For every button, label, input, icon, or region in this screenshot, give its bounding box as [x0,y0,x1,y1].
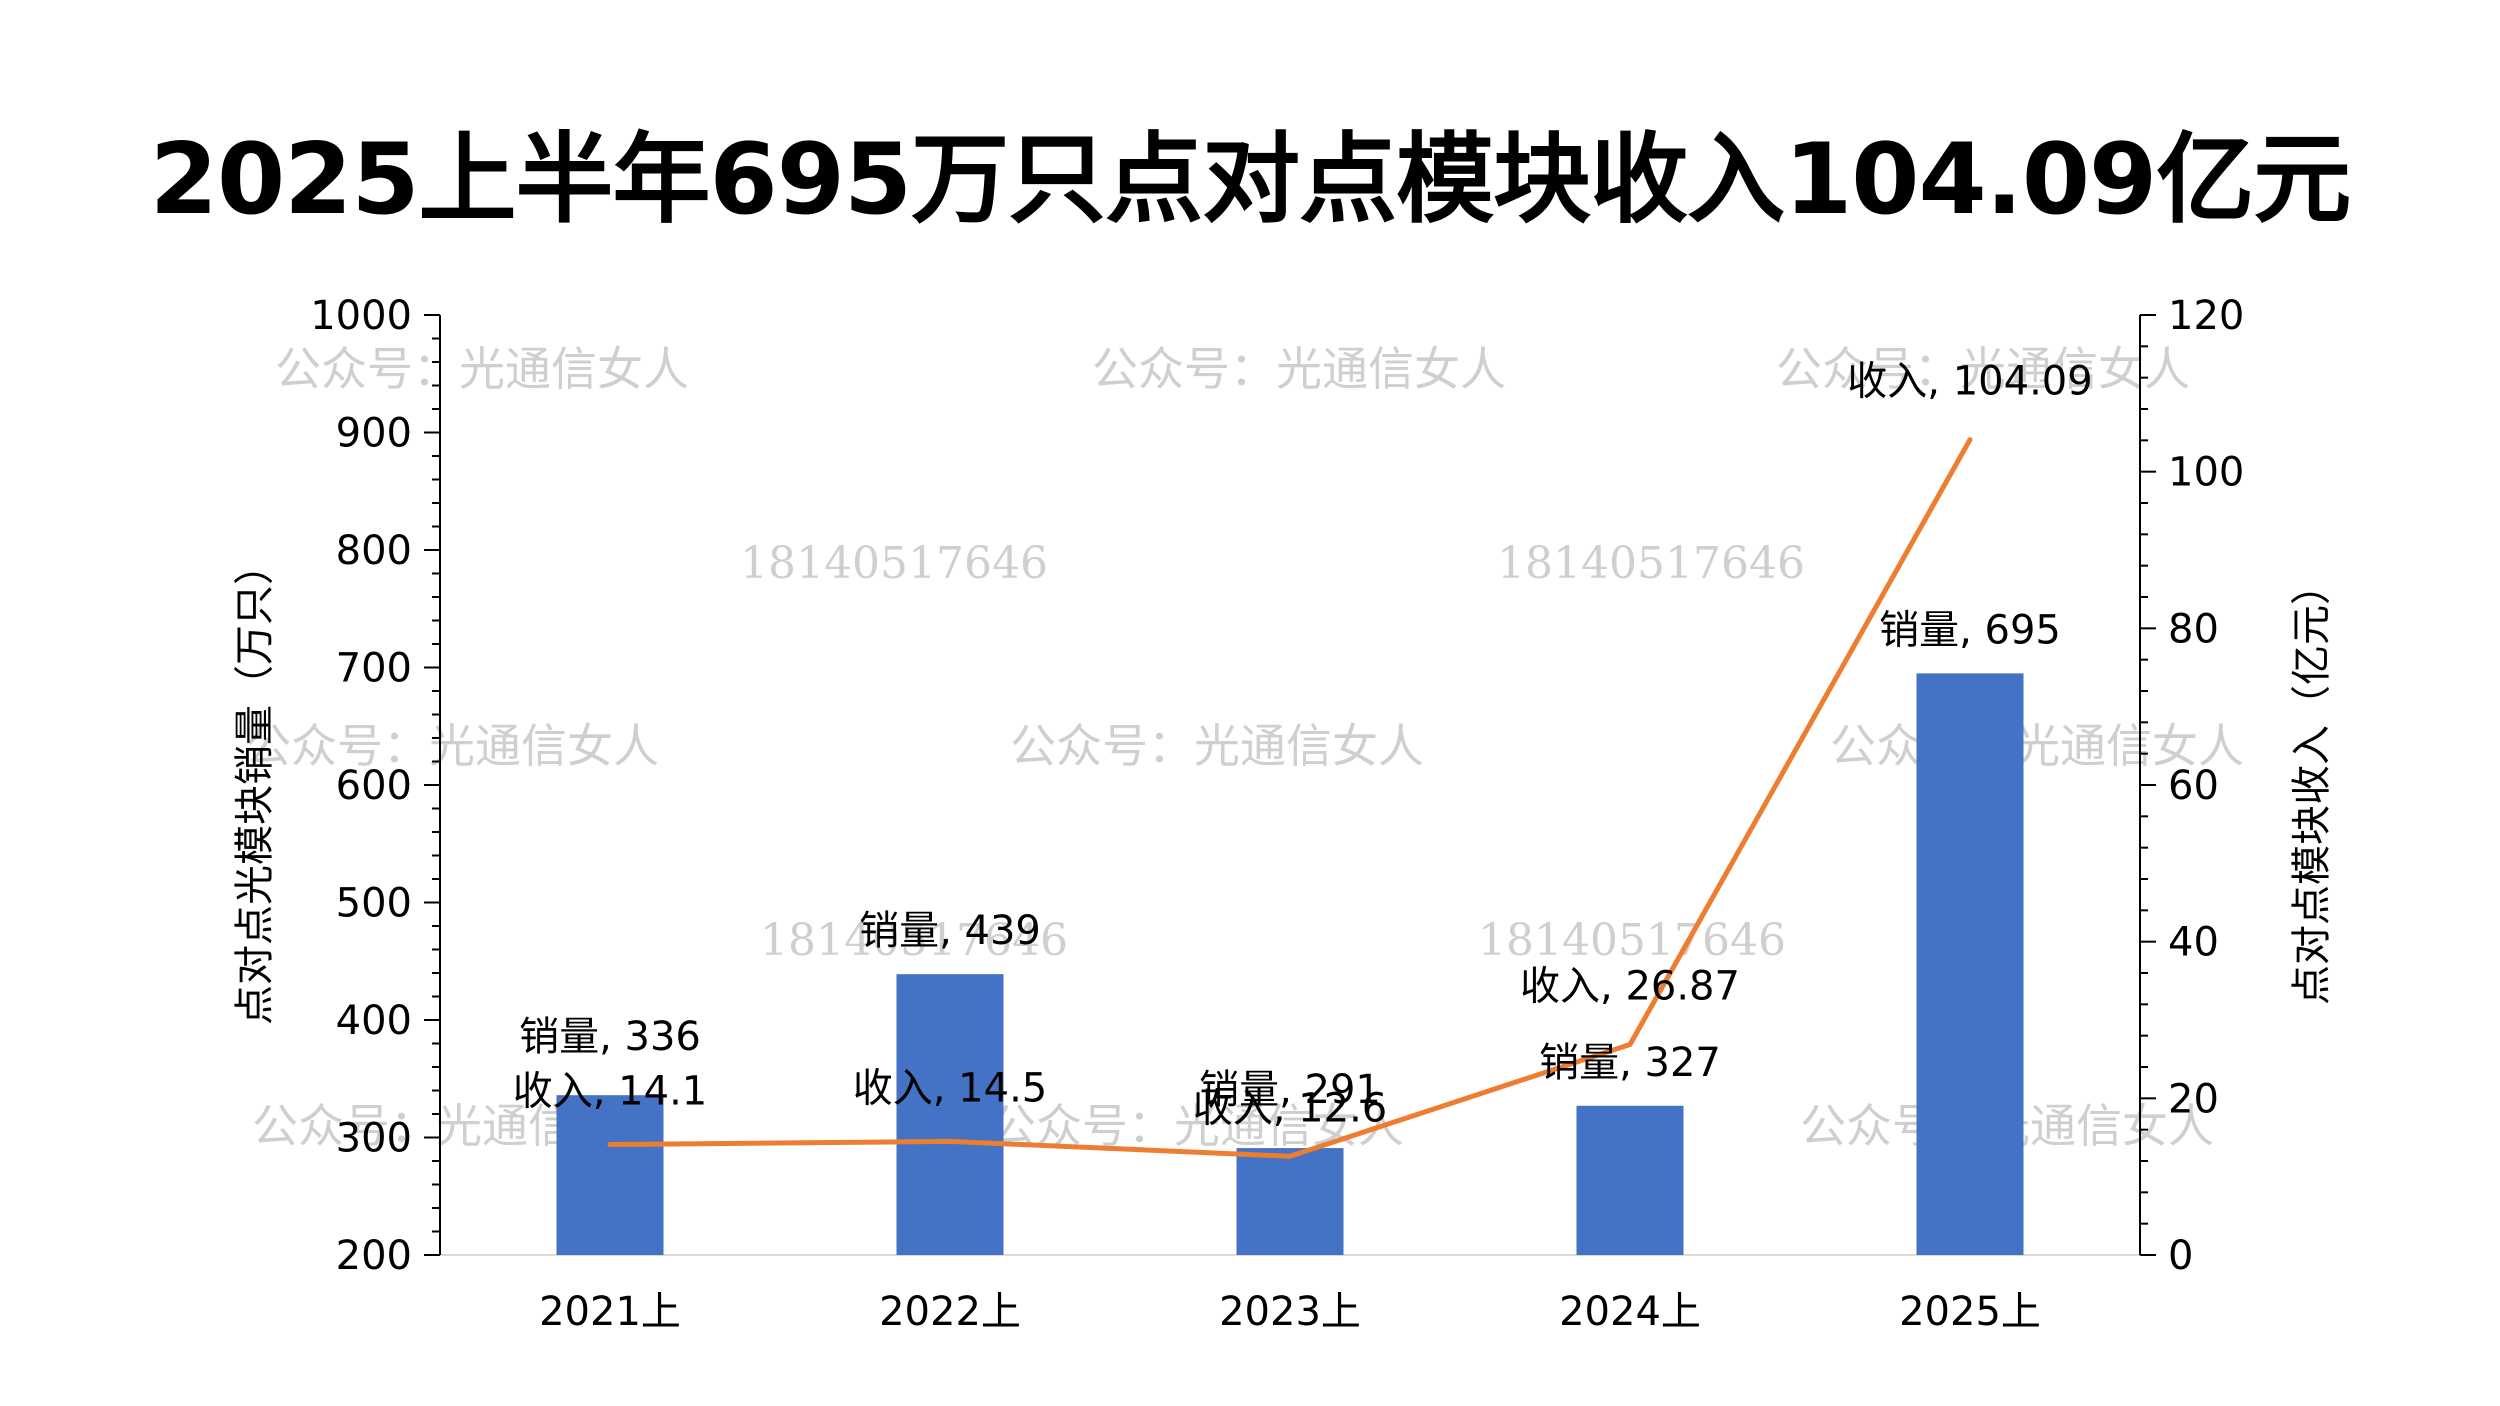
y-left-tick-label: 600 [336,763,412,809]
x-tick-label: 2021上 [539,1289,681,1335]
y-right-tick-label: 80 [2168,606,2219,652]
y-right-axis-title: 点对点模块收入（亿元） [2289,565,2335,1005]
watermark-account: 公众号：光通信女人 [275,342,689,396]
watermark-account: 公众号：光通信女人 [245,719,659,773]
bar-sales [1576,1105,1684,1255]
watermark-phone: 18140517646 [1478,915,1786,966]
bar-sales [1236,1148,1344,1255]
line-data-label: 收入, 104.09 [1847,359,2092,405]
y-right-tick-label: 60 [2168,763,2219,809]
line-data-label: 收入, 12.6 [1193,1085,1388,1131]
y-left-tick-label: 200 [336,1233,412,1279]
x-tick-label: 2023上 [1219,1289,1361,1335]
watermark-account: 公众号：光通信女人 [1092,342,1506,396]
x-tick-label: 2022上 [879,1289,1021,1335]
bar-sales [1916,673,2024,1255]
bar-data-label: 销量, 291 [1199,1067,1381,1113]
ticks: 200 300 400 500 600 700 800 900 1000 0 20 40 60 80 100… [310,293,2244,1335]
y-left-tick-label: 800 [336,528,412,574]
y-right-tick-label: 120 [2168,293,2244,339]
watermark-phone: 18140517646 [760,915,1068,966]
bar-data-label: 销量, 695 [1879,607,2061,653]
watermark-account: 公众号：光通信女人 [1010,719,1424,773]
bar-series-sales [556,673,2024,1255]
bar-sales [556,1095,664,1255]
y-right-tick-label: 0 [2168,1233,2193,1279]
y-left-tick-label: 700 [336,646,412,692]
watermark-phone: 18140517646 [740,538,1048,589]
line-data-label: 收入, 14.5 [853,1065,1048,1111]
line-series-revenue [607,437,1973,1159]
watermark-account: 公众号：光通信女人 [1830,719,2244,773]
line-data-label: 收入, 26.87 [1520,964,1740,1010]
y-left-tick-label: 500 [336,881,412,927]
data-labels: 销量, 336 销量, 439 销量, 291 销量, 327 销量, 695 收入, 1… [513,359,2093,1132]
y-left-tick-label: 300 [336,1116,412,1162]
y-left-tick-label: 400 [336,998,412,1044]
chart-title: 2025上半年695万只点对点模块收入104.09亿元 [149,123,2352,237]
bar-data-label: 销量, 439 [859,908,1041,954]
line-data-label: 收入, 14.1 [513,1069,708,1115]
y-right-tick-label: 20 [2168,1076,2219,1122]
x-tick-label: 2025上 [1899,1289,2041,1335]
y-right-tick-label: 40 [2168,920,2219,966]
watermark-account: 公众号：光通信女人 [1776,342,2190,396]
y-left-tick-label: 1000 [310,293,412,339]
watermark-phone: 18140517646 [1497,538,1805,589]
x-tick-label: 2024上 [1559,1289,1701,1335]
y-left-tick-label: 900 [336,411,412,457]
bar-sales [896,974,1004,1255]
bar-data-label: 销量, 327 [1539,1040,1721,1086]
bar-data-label: 销量, 336 [519,1014,701,1060]
y-left-axis-title: 点对点光模块销量（万只） [232,545,278,1025]
y-right-tick-label: 100 [2168,450,2244,496]
